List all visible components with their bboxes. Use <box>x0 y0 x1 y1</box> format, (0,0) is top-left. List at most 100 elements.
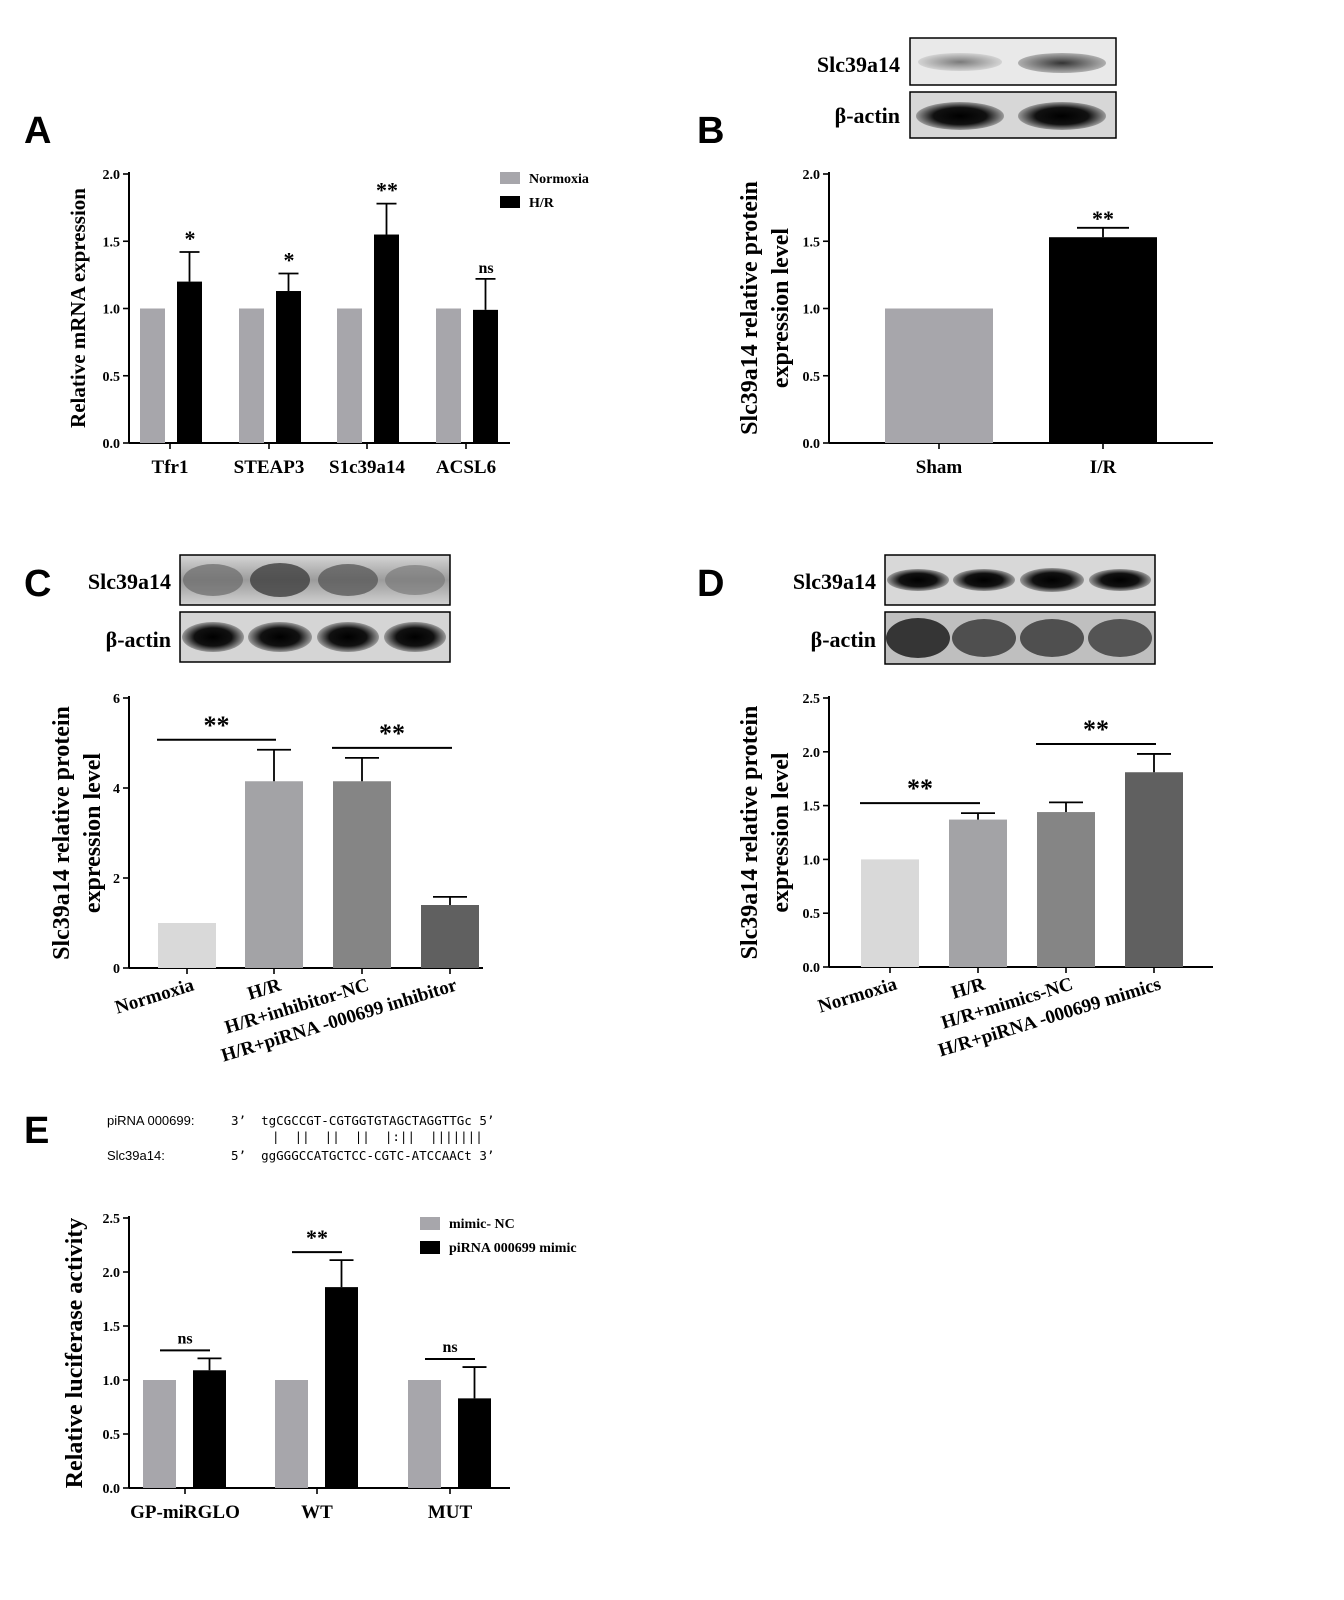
bar-sham <box>885 308 993 443</box>
alignment-seq-pirna: 3’ tgCGCCGT-CGTGGTGTAGCTAGGTTGc 5’ <box>231 1113 494 1128</box>
y-tick-label: 0.0 <box>803 437 821 452</box>
comparison-label: ** <box>204 711 230 740</box>
bar-3 <box>421 905 479 968</box>
y-axis-label: Relative mRNA expression <box>66 188 90 428</box>
bar-0 <box>861 859 919 967</box>
x-tick-label: WT <box>301 1502 333 1523</box>
bar-mimic-nc <box>408 1380 441 1488</box>
y-tick-label: 1.5 <box>803 800 821 815</box>
x-tick-label: GP-miRGLO <box>130 1502 240 1523</box>
x-tick-label: MUT <box>428 1502 473 1523</box>
legend-label-0: mimic- NC <box>449 1217 515 1232</box>
legend-label-1: H/R <box>529 196 555 211</box>
blot-label-actin-d: β-actin <box>811 627 876 652</box>
western-blot-c: Slc39a14 β-actin <box>88 554 451 663</box>
western-blot-d: Slc39a14 β-actin <box>793 554 1156 665</box>
significance-label: * <box>284 248 295 273</box>
bar-2 <box>1037 812 1095 967</box>
bar-ir <box>1049 237 1157 443</box>
y-tick-label: 4 <box>113 782 120 797</box>
y-tick-label: 2.5 <box>803 692 821 707</box>
legend-swatch-1 <box>500 196 520 208</box>
y-tick-label: 1.0 <box>103 303 121 318</box>
y-tick-label: 2.0 <box>803 746 821 761</box>
significance-label: ** <box>306 1225 328 1250</box>
y-tick-label: 1.0 <box>803 303 821 318</box>
western-blot-b: Slc39a14 β-actin <box>817 37 1117 139</box>
x-tick-label: I/R <box>1090 457 1117 478</box>
significance-label: ns <box>177 1330 192 1347</box>
bar-hr <box>374 234 399 443</box>
bar-normoxia <box>337 308 362 443</box>
bar-0 <box>158 923 216 968</box>
y-tick-label: 1.0 <box>103 1374 121 1389</box>
blot-label-actin-b: β-actin <box>835 103 900 128</box>
chart-e: 0.0 0.5 1.0 1.5 2.0 2.5 ns GP-miRGLO ** WT ns MUT Re… <box>62 1212 577 1523</box>
bar-normoxia <box>140 308 165 443</box>
significance-label: ns <box>478 260 493 277</box>
y-tick-label: 0.5 <box>803 907 821 922</box>
y-tick-label: 0.0 <box>803 961 821 976</box>
bar-hr <box>473 309 498 443</box>
y-axis-label: Relative luciferase activity <box>62 1218 88 1489</box>
bar-2 <box>333 781 391 968</box>
legend-swatch-0 <box>420 1217 440 1230</box>
bar-normoxia <box>239 308 264 443</box>
y-tick-label: 0.0 <box>103 437 121 452</box>
bar-hr <box>177 281 202 443</box>
significance-label: * <box>185 226 196 251</box>
blot-label-slc39a14-b: Slc39a14 <box>817 52 900 77</box>
alignment-label-slc39a14: Slc39a14: <box>107 1148 165 1163</box>
bar-mimic-nc <box>143 1380 176 1488</box>
y-tick-label: 2.0 <box>803 168 821 183</box>
significance-label: ns <box>442 1339 457 1356</box>
alignment-label-pirna: piRNA 000699: <box>107 1113 194 1128</box>
y-tick-label: 1.5 <box>103 235 121 250</box>
panel-letter-b: B <box>697 110 724 152</box>
y-tick-label: 0.5 <box>103 1428 121 1443</box>
blot-label-actin-c: β-actin <box>106 627 171 652</box>
bar-hr <box>276 291 301 443</box>
bar-normoxia <box>436 308 461 443</box>
sequence-alignment: piRNA 000699: 3’ tgCGCCGT-CGTGGTGTAGCTAG… <box>107 1113 494 1163</box>
y-tick-label: 2.5 <box>103 1212 121 1227</box>
legend-label-1: piRNA 000699 mimic <box>449 1241 577 1256</box>
y-axis-label-line2: expression level <box>80 753 106 914</box>
x-tick-label: H/R <box>245 975 284 1005</box>
comparison-label: ** <box>907 774 933 803</box>
x-tick-label: STEAP3 <box>234 457 305 478</box>
y-tick-label: 2.0 <box>103 1266 121 1281</box>
x-tick-label: ACSL6 <box>436 457 496 478</box>
legend-swatch-1 <box>420 1241 440 1254</box>
y-tick-label: 2.0 <box>103 168 121 183</box>
comparison-label: ** <box>1083 715 1109 744</box>
alignment-match-line: | || || || |:|| ||||||| <box>272 1129 483 1144</box>
bar-pirna-mimic <box>325 1287 358 1488</box>
y-axis-label-line1: Slc39a14 relative protein <box>737 181 763 435</box>
legend-swatch-0 <box>500 172 520 184</box>
bar-pirna-mimic <box>458 1398 491 1488</box>
panel-letter-a: A <box>24 110 51 152</box>
y-tick-label: 2 <box>113 872 120 887</box>
x-tick-label: Tfr1 <box>152 457 189 478</box>
y-tick-label: 6 <box>113 692 120 707</box>
chart-a: 0.0 0.5 1.0 1.5 2.0 * Tfr1 * STEAP3 ** S1c39a14 ns A… <box>66 168 589 478</box>
y-tick-label: 0.5 <box>803 370 821 385</box>
panel-letter-d: D <box>697 563 724 605</box>
panel-letter-e: E <box>24 1110 49 1152</box>
bar-1 <box>949 819 1007 967</box>
x-tick-label: Normoxia <box>816 974 900 1018</box>
panel-letter-c: C <box>24 563 51 605</box>
x-tick-label: Normoxia <box>113 975 197 1019</box>
chart-b: 0.0 0.5 1.0 1.5 2.0 Sham ** I/R Slc39a14 relativ… <box>737 168 1213 478</box>
y-tick-label: 0 <box>113 962 120 977</box>
y-axis-label-line2: expression level <box>768 752 794 913</box>
y-tick-label: 0.5 <box>103 370 121 385</box>
bar-3 <box>1125 772 1183 967</box>
y-axis-label-line2: expression level <box>768 228 794 389</box>
bar-1 <box>245 781 303 968</box>
x-tick-label: Sham <box>916 457 963 478</box>
